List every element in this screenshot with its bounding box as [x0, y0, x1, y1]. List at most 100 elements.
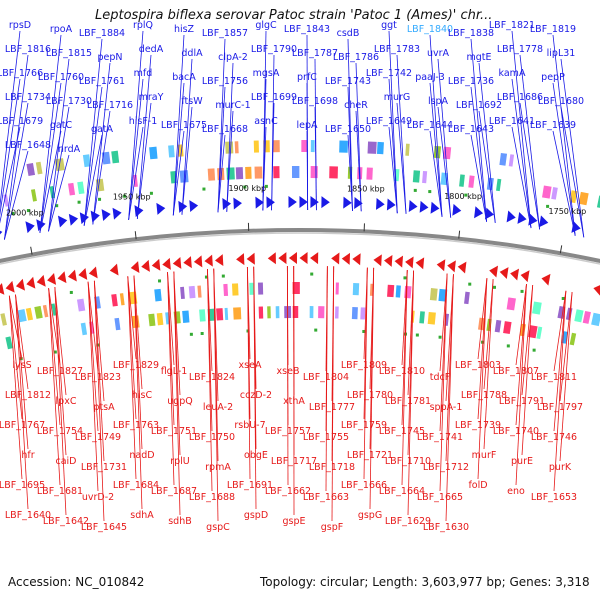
reverse-gene-label: cczD-2: [240, 390, 272, 401]
forward-gene-label: LBF_1857: [202, 28, 248, 39]
feature-block: [226, 167, 234, 179]
reverse-gene-arrow: [395, 256, 403, 268]
forward-gene-arrow: [299, 196, 307, 208]
reverse-gene-label: ptsA: [93, 402, 115, 413]
forward-gene-label: nrdA: [58, 144, 81, 155]
rna-marker: [439, 336, 442, 339]
forward-connector: [553, 35, 575, 236]
feature-block: [157, 313, 164, 325]
reverse-gene-arrow: [289, 252, 297, 264]
forward-gene-label: kamA: [499, 68, 526, 79]
reverse-gene-arrow: [131, 261, 140, 273]
reverse-gene-label: LBF_1718: [309, 462, 355, 473]
feature-block: [551, 187, 558, 200]
feature-block: [499, 153, 507, 166]
rna-marker: [190, 333, 193, 336]
reverse-gene-label: flgL-1: [161, 366, 188, 377]
reverse-gene-arrow: [405, 256, 414, 268]
rna-marker: [201, 332, 204, 335]
rna-marker: [521, 290, 524, 293]
forward-gene-label: lepA: [296, 120, 318, 131]
feature-block: [77, 181, 84, 194]
rna-marker: [70, 291, 73, 294]
forward-gene-label: LBF_1783: [374, 44, 420, 55]
feature-block: [464, 292, 470, 304]
feature-block: [249, 283, 254, 295]
forward-gene-label: cheR: [344, 100, 368, 111]
feature-block: [428, 312, 436, 325]
forward-gene-arrow: [25, 221, 34, 233]
forward-gene-label: LBF_1679: [0, 116, 43, 127]
forward-gene-label: murG: [384, 92, 411, 103]
reverse-gene-label: LBF_1688: [189, 492, 235, 503]
feature-block: [273, 140, 280, 152]
rna-marker: [416, 334, 419, 337]
forward-gene-label: LBF_1639: [530, 120, 576, 131]
feature-block: [197, 285, 201, 297]
reverse-gene-label: leuA-2: [203, 402, 233, 413]
forward-gene-label: bacA: [172, 72, 196, 83]
feature-block: [509, 154, 514, 166]
reverse-gene-label: eno: [507, 486, 525, 497]
forward-gene-label: murC-1: [215, 100, 250, 111]
rna-marker: [98, 198, 101, 201]
reverse-gene-label: lysS: [12, 360, 31, 371]
reverse-gene-arrow: [416, 257, 425, 269]
reverse-gene-label: gspD: [244, 510, 268, 521]
reverse-gene-label: hfr: [21, 450, 34, 461]
rna-marker: [314, 329, 317, 332]
forward-gene-arrow: [233, 197, 242, 209]
forward-gene-arrow: [452, 204, 461, 216]
reverse-gene-label: LBF_1746: [531, 432, 577, 443]
forward-gene-label: LBF_1760: [38, 72, 84, 83]
reverse-gene-arrow: [236, 253, 244, 265]
reverse-gene-label: LBF_1665: [417, 492, 463, 503]
forward-gene-arrow: [507, 210, 516, 222]
feature-block: [236, 167, 243, 179]
feature-block: [443, 147, 451, 160]
feature-block: [583, 311, 591, 324]
feature-block: [310, 306, 314, 318]
reverse-gene-arrow: [500, 267, 509, 279]
reverse-connector: [408, 271, 414, 515]
feature-block: [405, 144, 409, 156]
reverse-gene-label: sdhB: [168, 516, 192, 527]
reverse-connector: [214, 269, 218, 521]
forward-connector: [40, 35, 61, 233]
reverse-gene-label: nadD: [129, 450, 154, 461]
forward-connector: [93, 63, 110, 224]
feature-block: [468, 175, 474, 187]
forward-gene-label: clpA-2: [218, 52, 248, 63]
forward-gene-label: rpoA: [50, 24, 73, 35]
feature-block: [459, 174, 465, 186]
reverse-gene-label: LBF_1804: [303, 372, 349, 383]
reverse-connector: [402, 270, 407, 485]
reverse-gene-label: LBF_1663: [303, 492, 349, 503]
feature-block: [199, 309, 206, 321]
reverse-gene-label: rsbU-7: [234, 420, 265, 431]
feature-block: [208, 168, 215, 180]
feature-block: [396, 285, 401, 297]
forward-gene-label: prfC: [297, 72, 317, 83]
feature-block: [542, 186, 552, 199]
reverse-gene-label: LBF_1749: [75, 432, 121, 443]
reverse-gene-label: purE: [511, 456, 533, 467]
reverse-gene-arrow: [215, 254, 223, 266]
reverse-gene-arrow: [384, 255, 392, 267]
rna-marker: [158, 279, 161, 282]
forward-connector: [4, 151, 28, 240]
feature-block: [292, 166, 299, 178]
reverse-gene-arrow: [510, 269, 519, 281]
tick-label: 1950 kbp: [113, 192, 151, 201]
forward-gene-label: LBF_1716: [87, 100, 133, 111]
forward-gene-arrow: [310, 196, 318, 208]
reverse-gene-label: purK: [549, 462, 572, 473]
reverse-gene-label: LBF_1797: [537, 402, 583, 413]
forward-gene-label: uvrA: [427, 48, 450, 59]
reverse-gene-arrow: [489, 266, 498, 278]
tick-label: 1900 kbp: [228, 184, 266, 193]
reverse-gene-label: gspF: [321, 522, 343, 533]
forward-gene-label: LBF_1756: [202, 76, 248, 87]
reverse-gene-arrow: [47, 273, 56, 285]
